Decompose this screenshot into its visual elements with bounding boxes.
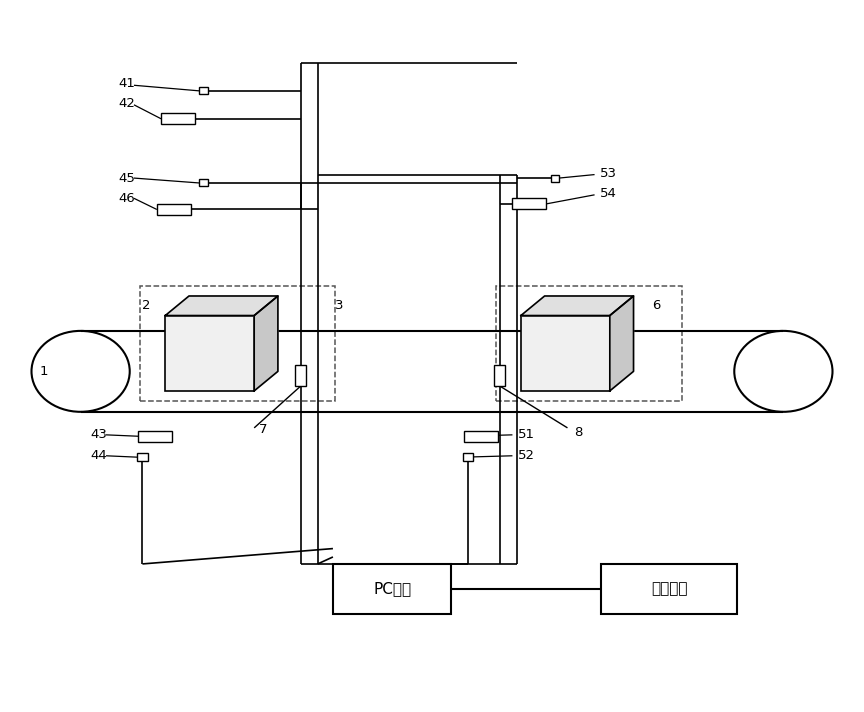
Text: 3: 3	[334, 299, 343, 313]
Bar	[199, 179, 207, 187]
Bar	[161, 113, 195, 125]
Text: 44: 44	[91, 449, 107, 461]
Text: 51: 51	[518, 428, 536, 441]
Bar	[199, 88, 207, 95]
Text: 42: 42	[118, 97, 136, 110]
Bar	[165, 315, 254, 391]
Text: 53: 53	[600, 167, 617, 179]
Polygon shape	[165, 296, 278, 315]
Text: 45: 45	[118, 172, 136, 184]
Text: 7: 7	[258, 423, 267, 436]
Text: 43: 43	[91, 428, 108, 441]
Polygon shape	[610, 296, 633, 391]
Bar	[138, 431, 172, 442]
Text: 报警装置: 报警装置	[651, 582, 688, 597]
Bar	[521, 315, 610, 391]
Bar	[494, 365, 505, 386]
Text: 52: 52	[518, 449, 536, 461]
Bar	[550, 174, 559, 182]
Bar	[333, 564, 452, 614]
Bar	[295, 365, 306, 386]
Text: 1: 1	[40, 365, 48, 378]
Text: 46: 46	[118, 192, 136, 205]
Polygon shape	[521, 296, 633, 315]
Bar	[140, 286, 334, 402]
Text: 8: 8	[575, 426, 582, 439]
Bar	[137, 453, 148, 461]
Polygon shape	[254, 296, 278, 391]
Bar	[512, 199, 546, 209]
Bar	[495, 286, 682, 402]
Bar	[601, 564, 737, 614]
Bar	[464, 431, 498, 442]
Text: 6: 6	[652, 299, 660, 313]
Bar	[157, 204, 191, 215]
Text: 54: 54	[600, 187, 617, 200]
Text: 41: 41	[118, 78, 136, 90]
Text: PC终端: PC终端	[373, 582, 411, 597]
Text: 2: 2	[143, 299, 151, 313]
Bar	[463, 453, 473, 461]
